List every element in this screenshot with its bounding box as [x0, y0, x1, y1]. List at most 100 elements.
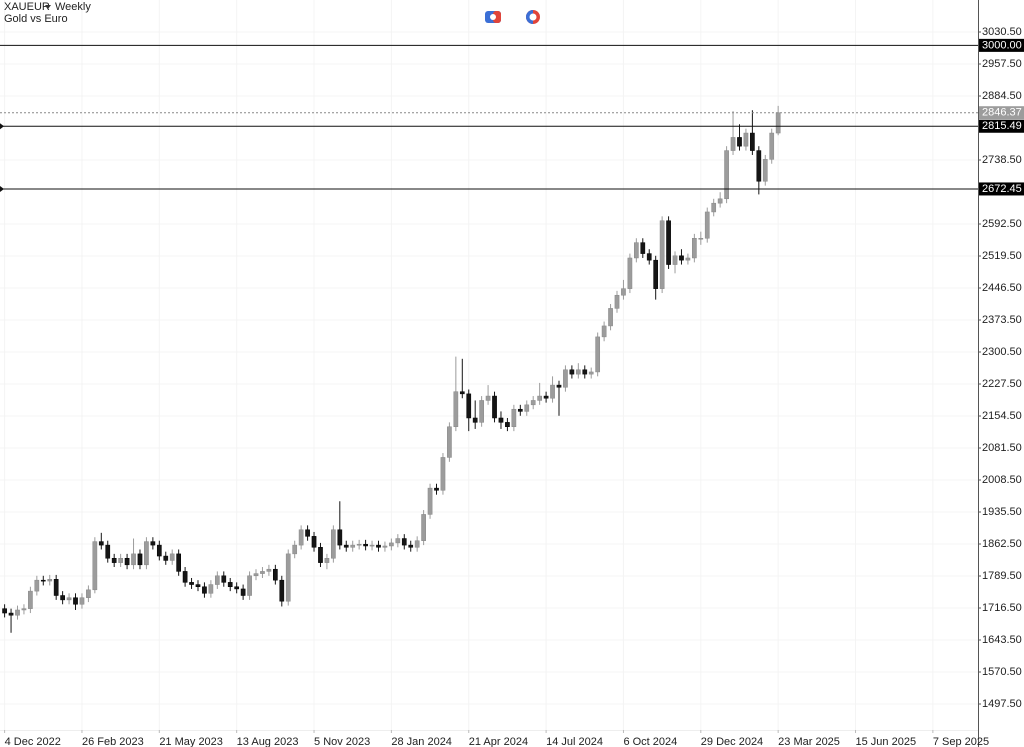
candle-body: [169, 553, 175, 561]
candle-body: [92, 541, 98, 591]
y-tick-label: 2008.50: [982, 474, 1022, 486]
candle-body: [537, 395, 542, 401]
candle-body: [505, 422, 510, 427]
symbol[interactable]: XAUEUR: [4, 1, 50, 13]
candle-body: [150, 541, 156, 546]
candle-body: [337, 529, 343, 546]
candle-body: [659, 220, 665, 289]
candle-body: [285, 553, 291, 602]
candle-body: [685, 257, 691, 261]
candle-body: [156, 544, 162, 557]
candle-body: [640, 242, 646, 254]
y-tick-label: 2227.50: [982, 378, 1022, 390]
y-tick-label: 1862.50: [982, 538, 1022, 550]
toolbar-icon[interactable]: [485, 11, 501, 23]
candle-body: [221, 575, 227, 583]
candle-body: [350, 544, 356, 548]
candle-body: [627, 257, 633, 289]
candle-body: [163, 555, 169, 561]
candle-body: [131, 553, 136, 566]
y-tick-label: 2738.50: [982, 154, 1022, 166]
candle-body: [208, 584, 214, 594]
candle-body: [453, 391, 459, 427]
x-tick-label: 23 Mar 2025: [778, 736, 840, 747]
timeframe[interactable]: Weekly: [55, 1, 91, 13]
candle-body: [692, 237, 697, 259]
candle-body: [279, 579, 285, 602]
candle-body: [556, 384, 562, 388]
candle-body: [737, 137, 742, 147]
candle-body: [227, 582, 233, 587]
y-tick-label: 2957.50: [982, 58, 1022, 70]
x-tick-label: 21 May 2023: [159, 736, 223, 747]
x-tick-label: 14 Jul 2024: [546, 736, 603, 747]
plot-area: [0, 0, 978, 730]
candle-body: [40, 579, 46, 582]
dropdown-arrow[interactable]: [45, 5, 51, 9]
candle-body: [704, 211, 710, 239]
candle-body: [672, 255, 678, 265]
line-tag: [979, 182, 1024, 196]
candle-body: [569, 369, 575, 375]
candle-body: [21, 608, 27, 611]
candle-body: [331, 529, 336, 559]
candle-body: [118, 558, 123, 563]
line-handle: [0, 185, 4, 192]
candle-body: [182, 571, 188, 583]
candle-body: [601, 325, 607, 338]
candle-body: [8, 612, 14, 616]
candle-body: [195, 584, 201, 587]
candle-body: [324, 558, 330, 563]
candle-body: [530, 400, 536, 406]
y-tick-label: 1570.50: [982, 666, 1022, 678]
candle-body: [292, 544, 298, 555]
x-tick-label: 7 Sep 2025: [933, 736, 989, 747]
candle-body: [517, 408, 523, 412]
candle-body: [111, 558, 117, 563]
candle-body: [717, 198, 723, 204]
candle-body: [105, 544, 111, 559]
candle-body: [543, 395, 549, 399]
toolbar-icon[interactable]: [526, 10, 540, 24]
candle-body: [253, 573, 259, 577]
candle-body: [666, 220, 671, 265]
candle-body: [176, 553, 182, 572]
candle-body: [15, 609, 20, 616]
last-price-tag: [979, 106, 1024, 120]
line-tag: [979, 38, 1024, 52]
x-tick-label: 4 Dec 2022: [5, 736, 61, 747]
candle-body: [621, 288, 626, 296]
candle-body: [459, 391, 465, 395]
candle-body: [440, 457, 446, 491]
x-tick-label: 5 Nov 2023: [314, 736, 370, 747]
candle-body: [492, 395, 497, 419]
y-tick-label: 3030.50: [982, 26, 1022, 38]
candle-body: [408, 544, 414, 548]
candle-body: [60, 595, 65, 601]
candle-body: [614, 294, 620, 309]
last-price-label: 2846.37: [982, 107, 1022, 119]
x-tick-label: 28 Jan 2024: [391, 736, 452, 747]
candle-body: [472, 417, 478, 423]
candle-body: [588, 371, 594, 375]
candle-body: [498, 417, 504, 423]
candle-body: [305, 529, 310, 537]
line-tag: [979, 119, 1024, 133]
y-tick-label: 2081.50: [982, 442, 1022, 454]
candle-body: [563, 369, 568, 388]
candle-body: [775, 112, 781, 134]
line-handle: [0, 123, 4, 130]
x-tick-label: 15 Jun 2025: [856, 736, 917, 747]
y-tick-label: 1643.50: [982, 634, 1022, 646]
y-tick-label: 2300.50: [982, 346, 1022, 358]
y-tick-label: 1789.50: [982, 570, 1022, 582]
x-tick-label: 13 Aug 2023: [237, 736, 299, 747]
candle-body: [524, 404, 530, 412]
candle-body: [414, 540, 420, 548]
candle-body: [575, 369, 581, 375]
candle-body: [653, 259, 659, 289]
candle-body: [633, 242, 639, 259]
candle-body: [247, 575, 252, 596]
